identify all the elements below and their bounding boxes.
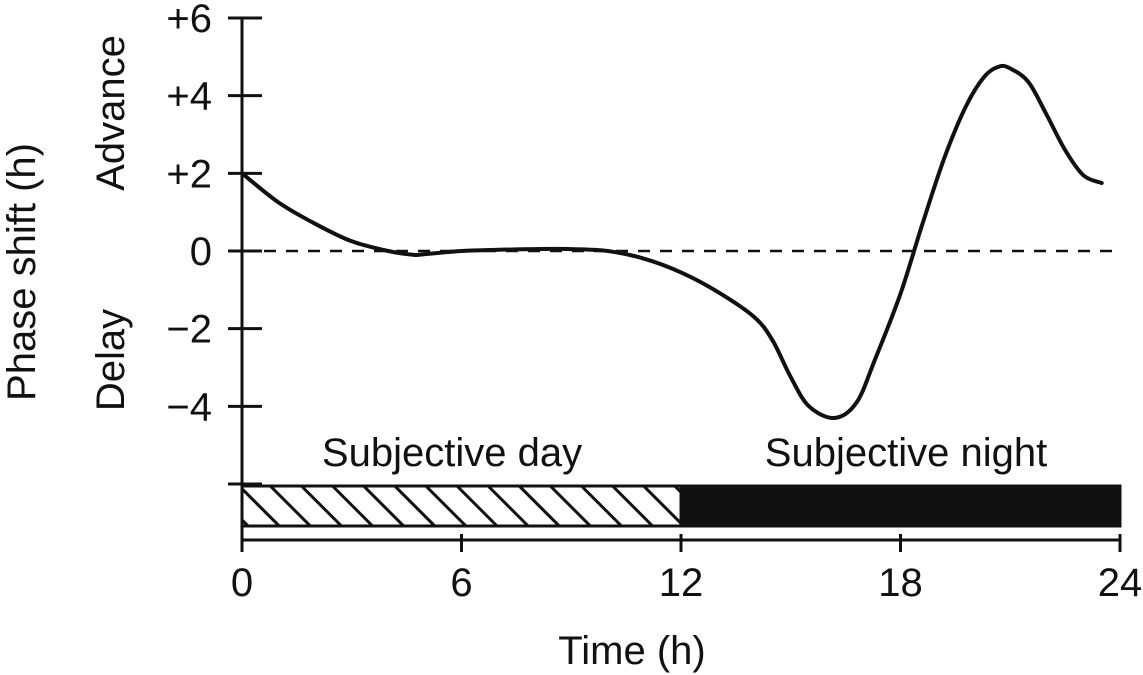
y-tick-label: +2 — [166, 152, 212, 196]
x-axis-title: Time (h) — [558, 629, 705, 673]
series-line-0 — [240, 63, 1104, 421]
y-tick-label: +4 — [166, 75, 212, 119]
band-day — [240, 484, 683, 528]
y-tick-label: −2 — [166, 308, 212, 352]
x-tick-label: 12 — [659, 561, 704, 605]
x-tick-label: 6 — [450, 561, 472, 605]
y-tick-label: 0 — [190, 230, 212, 274]
x-tick-label: 0 — [231, 561, 253, 605]
y-tick-label: +6 — [166, 0, 212, 41]
y-tick-label: −4 — [166, 385, 212, 429]
band-label-day: Subjective day — [322, 431, 582, 475]
x-tick-label: 24 — [1098, 561, 1143, 605]
advance-label: Advance — [89, 35, 133, 191]
time-bands — [240, 484, 1122, 528]
axes — [228, 16, 1122, 552]
x-tick-label: 18 — [878, 561, 923, 605]
y-axis-title: Phase shift (h) — [0, 143, 44, 401]
band-label-night: Subjective night — [765, 431, 1047, 475]
delay-label: Delay — [89, 309, 133, 411]
band-night — [679, 484, 1122, 528]
tick-labels: +6 +4 +2 0 −2 −4 0 6 12 18 24 — [166, 0, 1142, 605]
series-group — [240, 63, 1104, 421]
